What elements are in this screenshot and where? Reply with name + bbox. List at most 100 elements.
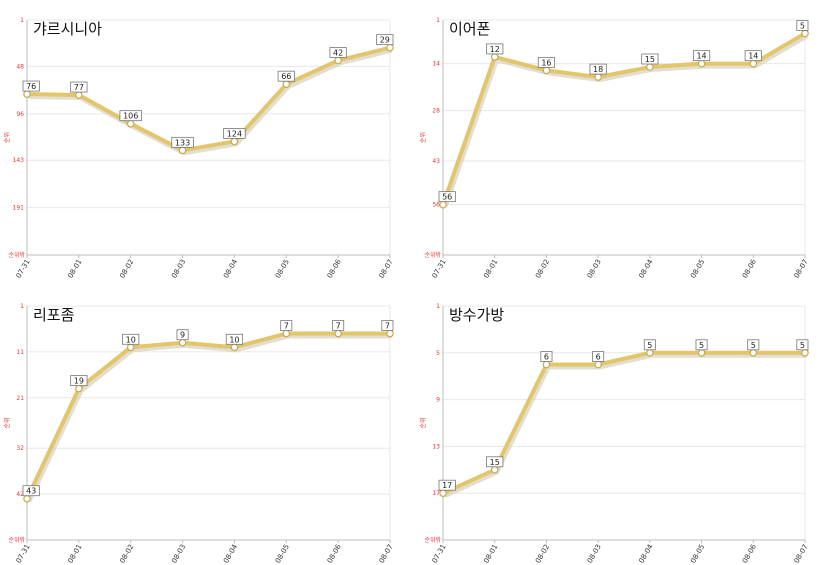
data-label: 5 [647,341,652,350]
data-point[interactable] [23,494,31,503]
data-label-box [438,191,456,203]
data-label-box [176,329,189,341]
data-label-box [277,70,295,82]
data-point[interactable] [594,360,602,369]
data-point[interactable] [75,384,83,393]
data-point[interactable] [178,338,187,347]
data-label: 7 [336,322,341,331]
data-point[interactable] [697,348,706,357]
data-point[interactable] [439,489,447,498]
data-label-box [744,50,762,62]
x-tick-label: 08-06 [741,258,758,280]
data-label: 14 [748,52,758,61]
data-point[interactable] [282,329,291,338]
x-tick-label: 08-05 [274,543,291,565]
data-point[interactable] [386,43,394,52]
data-point[interactable] [801,348,809,357]
x-tick-label: 07-31 [15,258,32,280]
chart-panel-1: 1 48 96 143 191 순위밖 순위 07-31 08-01 08-02 08-03 08-0… [3,17,395,280]
data-point[interactable] [334,56,342,65]
data-point[interactable] [749,348,758,357]
data-label-box [747,339,760,351]
data-point[interactable] [23,90,31,98]
data-label: 42 [333,48,343,57]
data-point[interactable] [126,119,135,128]
data-point[interactable] [126,343,135,352]
data-label: 14 [696,52,706,61]
data-label-box [381,320,394,331]
data-label-box [171,136,194,148]
data-label-box [329,47,347,58]
data-point[interactable] [490,53,499,61]
data-label-box [643,339,656,351]
x-tick-label: 08-06 [326,258,343,280]
data-label: 6 [596,353,601,362]
y-tick-label: 9 [436,397,440,404]
data-label: 6 [544,353,549,362]
data-point[interactable] [230,343,239,352]
data-label: 56 [442,193,452,202]
data-label-box [695,339,708,351]
x-tick-label: 08-05 [689,258,706,280]
x-tick-label: 08-01 [482,258,499,280]
x-tick-label: 08-04 [222,543,239,565]
data-label-box [70,81,88,93]
y-tick-label: 1 [436,17,440,24]
data-point[interactable] [386,329,394,338]
data-label: 15 [490,458,500,467]
y-tick-label: 56 [432,202,440,209]
y-tick-label: 43 [432,158,440,165]
data-point[interactable] [594,73,602,81]
y-axis-label: 순위 [3,417,11,428]
x-tick-label: 08-01 [66,258,83,280]
data-point[interactable] [697,59,706,68]
y-tick-label: 42 [16,491,24,498]
data-label: 16 [541,58,551,67]
x-tick-label: 07-31 [431,543,448,565]
data-label-box [223,128,246,139]
data-label-box [486,456,504,468]
data-label-box [438,479,456,491]
data-label-box [486,43,504,55]
y-tick-label: 32 [16,445,24,452]
data-point[interactable] [75,91,83,99]
data-label-box [376,34,394,46]
series-line [441,31,807,206]
data-point[interactable] [490,465,499,474]
data-point[interactable] [801,29,809,38]
data-point[interactable] [334,329,342,338]
data-point[interactable] [282,80,291,88]
chart-title: 리포좀 [33,306,74,324]
data-point[interactable] [542,360,551,369]
x-tick-label: 08-01 [482,543,499,565]
y-tick-label: 13 [432,443,440,450]
data-label: 66 [281,72,291,81]
series-line-shadow [25,332,392,502]
data-label-box [122,333,140,345]
data-label-box [796,20,809,31]
data-label-box [592,351,605,362]
x-tick-label: 08-04 [637,543,654,565]
series-line [25,331,390,500]
data-point[interactable] [646,63,654,71]
data-point[interactable] [439,200,447,209]
data-point[interactable] [749,59,758,68]
x-tick-label: 08-05 [689,543,706,565]
data-point[interactable] [646,348,654,357]
data-label-box [692,50,711,62]
x-tick-label: 07-31 [431,258,448,280]
x-tick-label: 08-02 [118,258,135,280]
data-point[interactable] [178,146,187,155]
y-tick-label: 143 [13,157,25,164]
data-label-box [22,80,40,92]
x-tick-label: 08-03 [586,543,603,565]
data-label-box [332,320,345,331]
y-tick-label: 14 [432,61,440,68]
data-point[interactable] [230,137,239,146]
data-point[interactable] [542,66,551,75]
data-label: 5 [800,341,805,350]
x-tick-label: 08-03 [586,258,603,280]
data-label: 76 [26,82,36,91]
